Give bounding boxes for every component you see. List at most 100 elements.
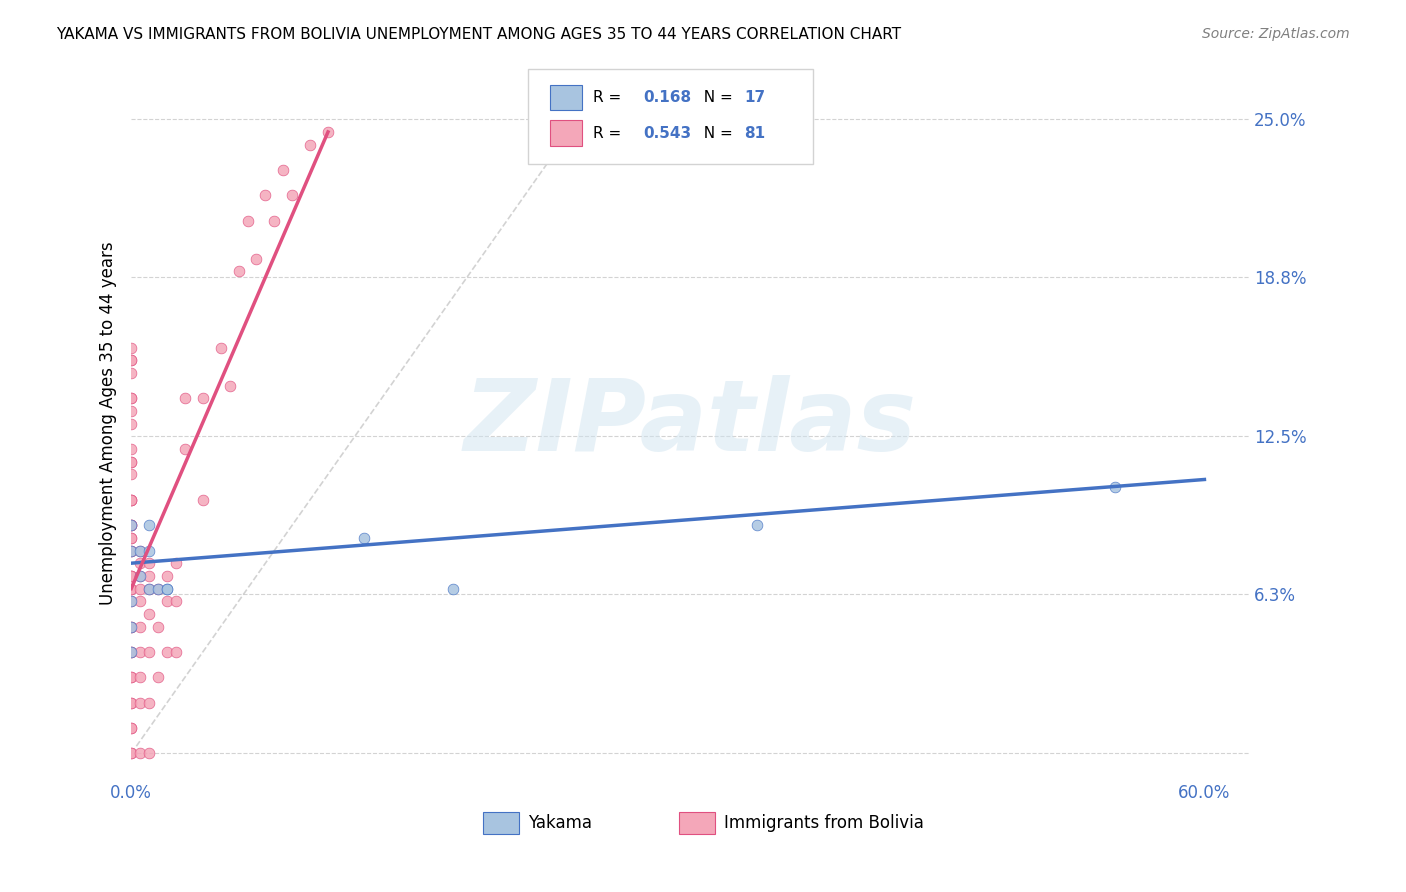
Point	[263, 213, 285, 227]
Point	[146, 582, 169, 596]
Point	[120, 492, 142, 507]
Point	[120, 645, 142, 659]
Point	[129, 543, 152, 558]
Text: N =: N =	[693, 90, 737, 105]
Point	[120, 442, 142, 456]
Point	[138, 696, 160, 710]
Text: ZIPatlas: ZIPatlas	[464, 376, 917, 472]
Text: Immigrants from Bolivia: Immigrants from Bolivia	[724, 814, 924, 832]
Point	[271, 163, 294, 178]
Point	[138, 569, 160, 583]
Point	[120, 518, 142, 533]
Point	[120, 353, 142, 368]
Point	[120, 569, 142, 583]
Point	[138, 645, 160, 659]
Point	[299, 137, 322, 152]
Point	[228, 264, 250, 278]
Point	[120, 417, 142, 431]
Point	[120, 455, 142, 469]
Point	[120, 518, 142, 533]
Point	[146, 619, 169, 633]
Point	[120, 569, 142, 583]
Point	[138, 556, 160, 570]
Y-axis label: Unemployment Among Ages 35 to 44 years: Unemployment Among Ages 35 to 44 years	[100, 242, 117, 606]
Point	[129, 645, 152, 659]
Point	[281, 188, 304, 202]
Point	[120, 404, 142, 418]
Point	[120, 645, 142, 659]
Point	[129, 569, 152, 583]
Bar	[484, 812, 519, 834]
Point	[120, 670, 142, 684]
Point	[138, 582, 160, 596]
Point	[120, 696, 142, 710]
Point	[441, 582, 464, 596]
Point	[129, 594, 152, 608]
Point	[120, 582, 142, 596]
Point	[120, 492, 142, 507]
Point	[120, 366, 142, 380]
Point	[156, 582, 179, 596]
Point	[120, 569, 142, 583]
Point	[138, 543, 160, 558]
Point	[138, 518, 160, 533]
Point	[120, 721, 142, 735]
Text: 0.543: 0.543	[644, 126, 692, 141]
Point	[120, 341, 142, 355]
Point	[129, 543, 152, 558]
Point	[191, 492, 214, 507]
Point	[120, 594, 142, 608]
Point	[120, 594, 142, 608]
Text: 17: 17	[744, 90, 765, 105]
Point	[120, 392, 142, 406]
Point	[254, 188, 277, 202]
Point	[120, 518, 142, 533]
Point	[138, 607, 160, 621]
Point	[747, 518, 769, 533]
Point	[129, 619, 152, 633]
Point	[146, 670, 169, 684]
Point	[120, 518, 142, 533]
Text: R =: R =	[593, 90, 626, 105]
Point	[129, 569, 152, 583]
Point	[120, 670, 142, 684]
Point	[120, 619, 142, 633]
Point	[138, 582, 160, 596]
Point	[120, 392, 142, 406]
Point	[120, 582, 142, 596]
Text: 0.168: 0.168	[644, 90, 692, 105]
Point	[165, 594, 187, 608]
FancyBboxPatch shape	[529, 69, 813, 164]
Bar	[679, 812, 714, 834]
Point	[129, 747, 152, 761]
Point	[129, 696, 152, 710]
Point	[174, 392, 197, 406]
Point	[156, 569, 179, 583]
Point	[218, 378, 240, 392]
Point	[120, 747, 142, 761]
Point	[129, 556, 152, 570]
Point	[120, 353, 142, 368]
Text: 81: 81	[744, 126, 765, 141]
Point	[209, 341, 232, 355]
Point	[120, 747, 142, 761]
Point	[120, 696, 142, 710]
Text: R =: R =	[593, 126, 626, 141]
Point	[174, 442, 197, 456]
Point	[146, 582, 169, 596]
Point	[165, 556, 187, 570]
Point	[120, 619, 142, 633]
Point	[1104, 480, 1126, 494]
Point	[129, 582, 152, 596]
Point	[165, 645, 187, 659]
Point	[120, 619, 142, 633]
Bar	[551, 85, 582, 111]
Point	[120, 467, 142, 482]
Text: N =: N =	[693, 126, 737, 141]
Point	[120, 721, 142, 735]
Text: YAKAMA VS IMMIGRANTS FROM BOLIVIA UNEMPLOYMENT AMONG AGES 35 TO 44 YEARS CORRELA: YAKAMA VS IMMIGRANTS FROM BOLIVIA UNEMPL…	[56, 27, 901, 42]
Text: Yakama: Yakama	[529, 814, 592, 832]
Point	[120, 531, 142, 545]
Point	[120, 645, 142, 659]
Point	[120, 492, 142, 507]
